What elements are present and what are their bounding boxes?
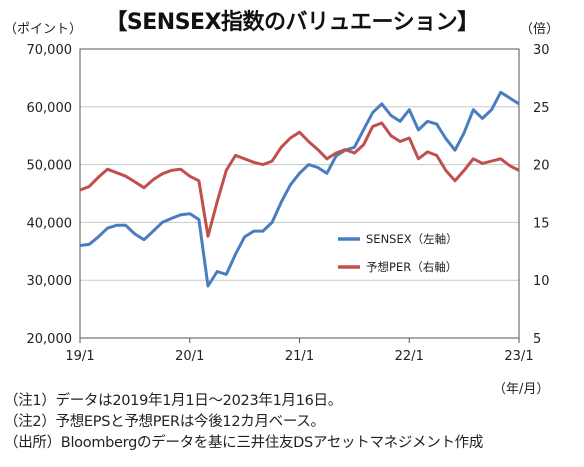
x-tick-label: 20/1 [175,349,204,364]
y-left-tick-label: 60,000 [27,101,73,116]
y-left-tick-label: 20,000 [27,332,73,347]
series-line-sensex [79,90,520,288]
footnote-2: （注2）予想EPSと予想PERは今後12カ月ベース。 [4,414,325,430]
y-right-tick-label: 30 [533,43,550,58]
y-right-tick-label: 10 [533,274,550,289]
x-tick-label: 21/1 [285,349,314,364]
y-right-tick-label: 20 [533,159,550,174]
y-left-tick-label: 50,000 [27,159,73,174]
y-left-tick-label: 30,000 [27,274,73,289]
chart-svg: 20,000 30,000 40,000 50,000 60,000 70,000 5 10 1… [27,43,550,364]
series-line-per [79,121,520,238]
legend-label-sensex: SENSEX（左軸） [366,232,458,246]
legend-label-per: 予想PER（右軸） [366,260,457,274]
x-tick-label: 19/1 [65,349,94,364]
y-right-tick-label: 5 [533,332,541,347]
y-left-tick-label: 70,000 [27,43,73,58]
footnote-source: （出所）Bloombergのデータを基に三井住友DSアセットマネジメント作成 [4,435,484,451]
x-axis-unit: （年/月） [493,382,550,397]
plot-frame [79,48,520,339]
y-right-tick-label: 25 [533,101,550,116]
footnotes: （注1）データは2019年1月1日～2023年1月16日。 （注2）予想EPSと… [4,391,584,454]
chart-title: 【SENSEX指数のバリュエーション】 [105,10,479,35]
right-axis-unit: （倍） [520,22,560,37]
footnote-1: （注1）データは2019年1月1日～2023年1月16日。 [4,393,342,409]
left-axis-unit: （ポイント） [4,22,83,37]
x-tick-label: 22/1 [395,349,424,364]
y-right-tick-label: 15 [533,216,550,231]
x-tick-label: 23/1 [504,349,533,364]
y-left-tick-label: 40,000 [27,216,73,231]
